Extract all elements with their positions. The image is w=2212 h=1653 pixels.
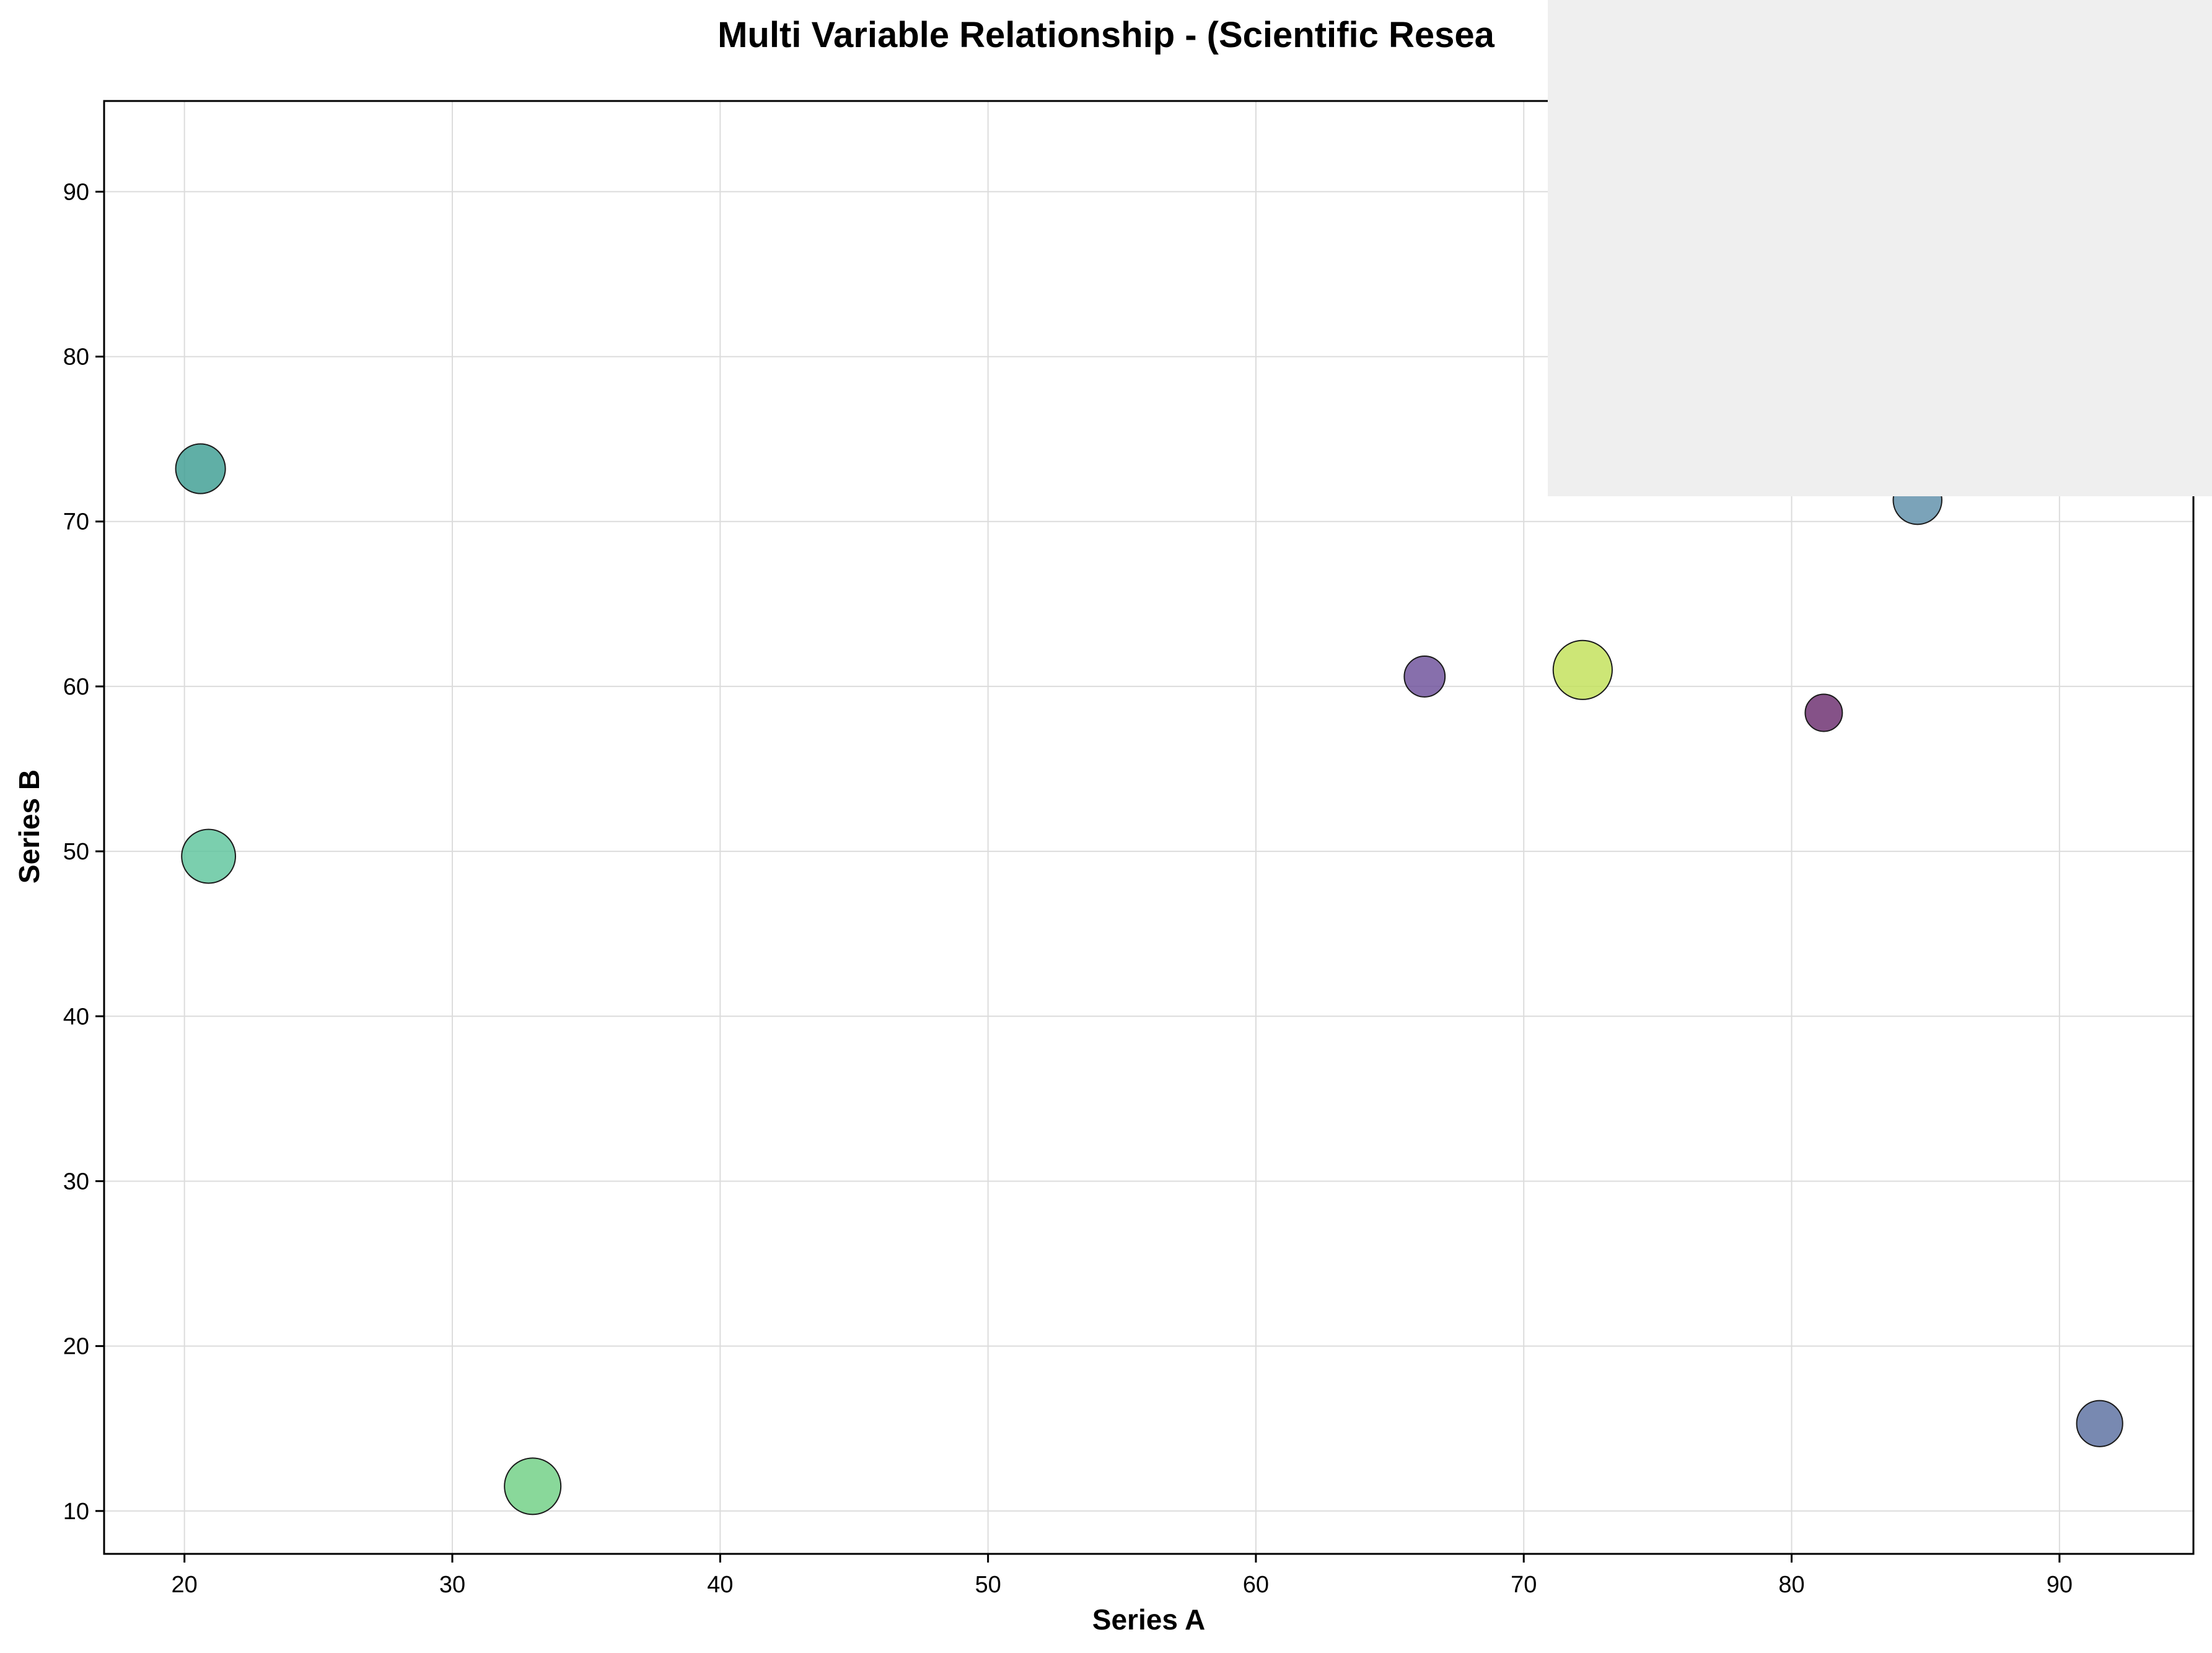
scatter-point xyxy=(175,443,226,494)
x-tick-label: 20 xyxy=(172,1572,198,1598)
y-tick-label: 20 xyxy=(63,1334,89,1360)
grid-lines xyxy=(104,101,2193,1554)
y-tick-label: 90 xyxy=(63,179,89,205)
y-tick-label: 30 xyxy=(63,1168,89,1195)
x-tick-label: 60 xyxy=(1243,1572,1269,1598)
x-tick-label: 70 xyxy=(1511,1572,1537,1598)
x-tick-label: 30 xyxy=(439,1572,465,1598)
scatter-point xyxy=(1552,639,1613,700)
x-tick-label: 80 xyxy=(1778,1572,1804,1598)
y-tick-label: 60 xyxy=(63,674,89,700)
obscuring-panel xyxy=(1548,0,2212,496)
x-tick-label: 40 xyxy=(707,1572,733,1598)
y-axis-ticks: 10 20 30 40 50 60 70 80 90 xyxy=(63,179,104,1525)
scatter-point xyxy=(2076,1400,2123,1447)
y-axis-label: Series B xyxy=(13,770,45,884)
y-tick-label: 10 xyxy=(63,1499,89,1525)
x-tick-label: 90 xyxy=(2047,1572,2073,1598)
y-tick-label: 40 xyxy=(63,1004,89,1030)
scatter-point xyxy=(504,1457,562,1515)
x-axis-ticks: 20 30 40 50 60 70 80 90 xyxy=(172,1554,2073,1598)
x-tick-label: 50 xyxy=(975,1572,1001,1598)
x-axis-label: Series A xyxy=(1092,1603,1205,1636)
y-tick-label: 80 xyxy=(63,344,89,370)
data-points xyxy=(175,443,2123,1515)
chart-title: Multi Variable Relationship - (Scientifi… xyxy=(718,15,1495,55)
plot-frame xyxy=(103,100,2195,1555)
y-tick-label: 50 xyxy=(63,839,89,865)
y-tick-label: 70 xyxy=(63,509,89,535)
scatter-point xyxy=(1804,693,1843,732)
scatter-point xyxy=(1403,656,1446,698)
scatter-point xyxy=(181,828,237,884)
